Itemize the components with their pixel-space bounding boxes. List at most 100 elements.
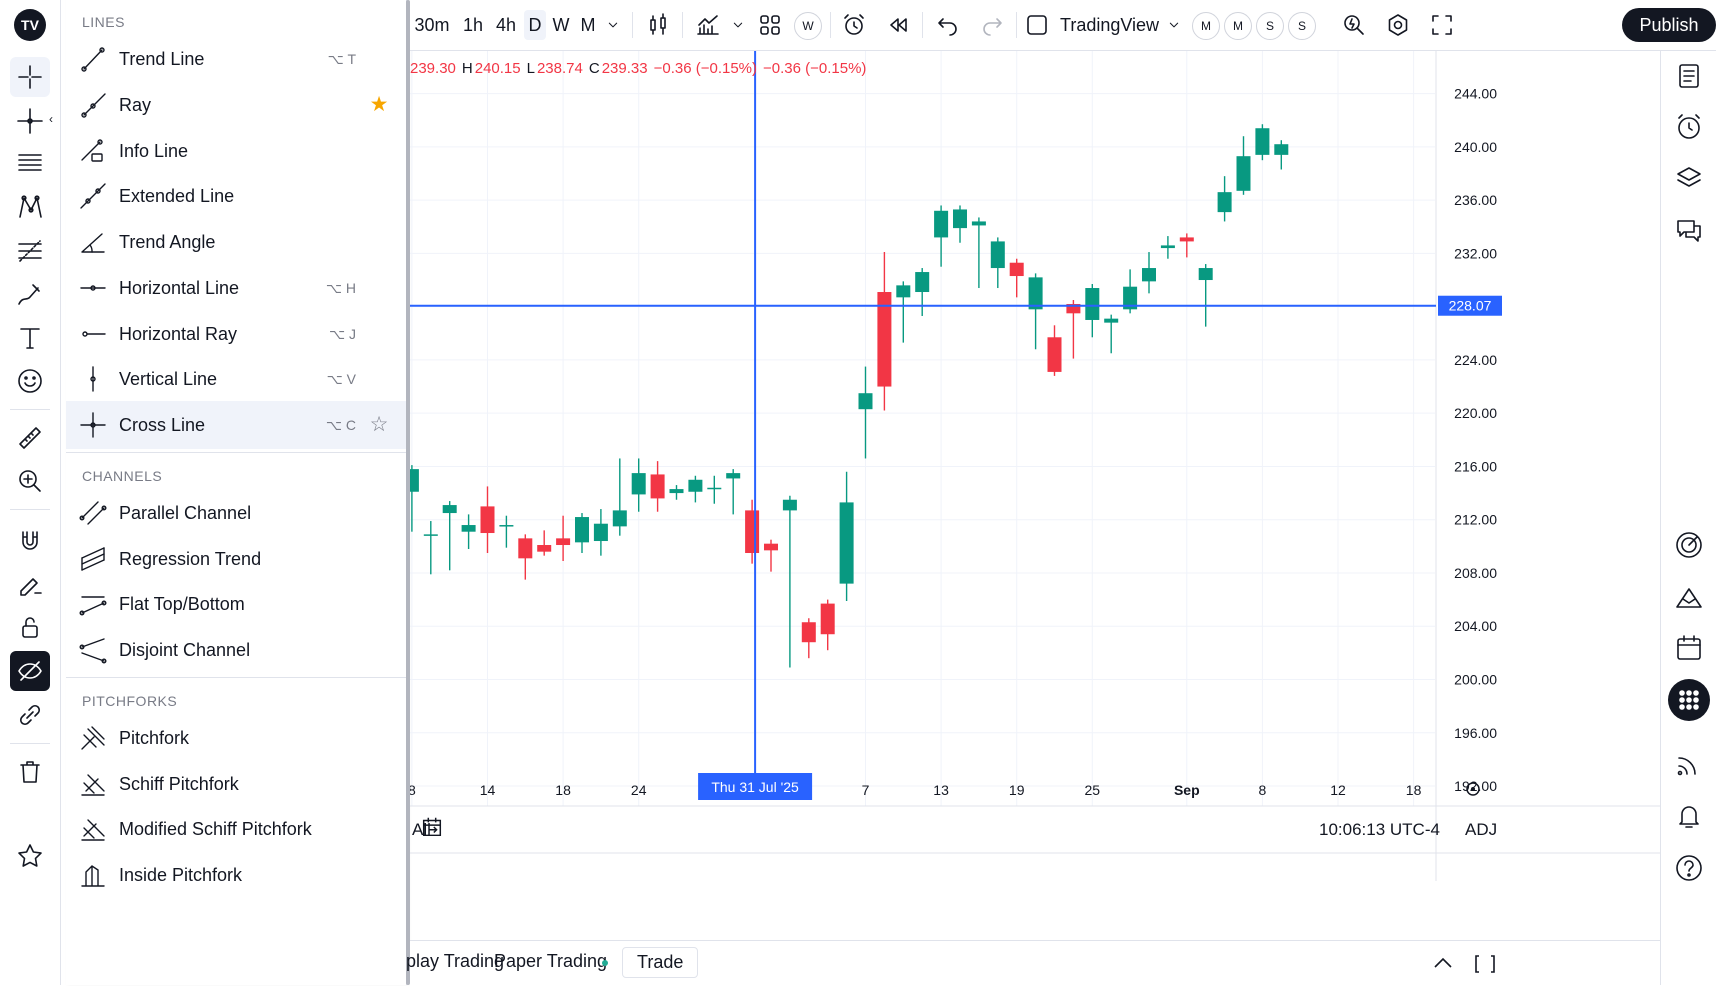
interval-dropdown[interactable] <box>603 10 623 40</box>
magnet-tool[interactable] <box>10 521 50 561</box>
indicators-dropdown[interactable] <box>728 10 748 40</box>
brush-tool[interactable] <box>10 275 50 315</box>
chart-area[interactable]: 244.00240.00236.00232.00228.00224.00220.… <box>410 51 1660 881</box>
layout-name[interactable]: TradingView <box>1060 14 1160 35</box>
pattern-tool[interactable] <box>10 187 50 227</box>
tool-vertical-line[interactable]: Vertical Line ⌥ V <box>66 355 406 403</box>
badge-m2[interactable]: M <box>1224 12 1252 40</box>
layout-dropdown[interactable] <box>1164 10 1184 40</box>
tab-trade[interactable]: Trade <box>622 947 699 978</box>
tool-horizontal-line[interactable]: Horizontal Line ⌥ H <box>66 264 406 312</box>
favorite-star-icon[interactable]: ★ <box>369 93 389 116</box>
star-icon <box>18 844 42 867</box>
fullscreen-button[interactable] <box>1426 10 1458 40</box>
apps-icon <box>1679 690 1699 710</box>
logo[interactable]: TV <box>14 9 46 41</box>
badge-s1[interactable]: S <box>1256 12 1284 40</box>
publish-button[interactable]: Publish <box>1622 8 1716 42</box>
tool-label: Pitchfork <box>119 727 190 748</box>
notifications-button[interactable] <box>1670 797 1708 835</box>
tool-disjoint-channel[interactable]: Disjoint Channel <box>66 626 406 674</box>
undo-button[interactable] <box>932 10 964 40</box>
hide-drawings-tool[interactable] <box>10 651 50 691</box>
tool-ray[interactable]: Ray ★ <box>66 81 406 129</box>
zoom-tool[interactable] <box>10 461 50 501</box>
ruler-tool[interactable] <box>10 418 50 458</box>
screener-button[interactable] <box>1670 526 1708 564</box>
tool-shortcut: ⌥ C <box>325 416 356 433</box>
text-tool[interactable] <box>10 318 50 358</box>
interval-4h[interactable]: 4h <box>495 14 517 35</box>
tool-inside-pitchfork[interactable]: Inside Pitchfork <box>66 851 406 899</box>
fib-tool[interactable] <box>10 143 50 183</box>
tool-schiff-pitchfork[interactable]: Schiff Pitchfork <box>66 760 406 808</box>
favorite-star-outline-icon[interactable]: ☆ <box>369 413 389 436</box>
tool-info-line[interactable]: Info Line <box>66 127 406 175</box>
price-tick-label: 224.00 <box>1454 352 1497 368</box>
candle-body <box>410 469 419 492</box>
indicators-button[interactable] <box>692 10 724 40</box>
settings-button[interactable] <box>1382 10 1414 40</box>
calendar-goto-icon[interactable] <box>420 815 444 839</box>
interval-d[interactable]: D <box>524 10 546 40</box>
candle-body <box>1123 286 1138 310</box>
horizontal-line-icon <box>78 273 108 303</box>
help-button[interactable] <box>1670 849 1708 887</box>
stay-in-draw-tool[interactable] <box>10 564 50 604</box>
replay-button[interactable] <box>882 10 914 40</box>
candle-body <box>1255 128 1270 155</box>
cross-line-tool[interactable] <box>10 101 50 141</box>
candle-body <box>1085 288 1100 320</box>
tool-horizontal-ray[interactable]: Horizontal Ray ⌥ J <box>66 310 406 358</box>
ideas-button[interactable] <box>1670 578 1708 616</box>
tool-pitchfork[interactable]: Pitchfork <box>66 714 406 762</box>
tool-parallel-channel[interactable]: Parallel Channel <box>66 489 406 537</box>
remove-drawings-tool[interactable] <box>10 752 50 792</box>
alert-button[interactable] <box>838 10 870 40</box>
interval-m[interactable]: M <box>580 14 596 35</box>
badge-w[interactable]: W <box>794 12 822 40</box>
quick-search-button[interactable] <box>1338 10 1370 40</box>
badge-s2[interactable]: S <box>1288 12 1316 40</box>
templates-button[interactable] <box>754 10 786 40</box>
crosshair-tool[interactable] <box>10 57 50 97</box>
tool-regression-trend[interactable]: Regression Trend <box>66 535 406 583</box>
emoji-tool[interactable] <box>10 361 50 401</box>
badge-m1[interactable]: M <box>1192 12 1220 40</box>
collapse-chevron-icon[interactable]: ‹ <box>49 112 53 126</box>
interval-30m[interactable]: 30m <box>414 14 450 35</box>
tool-cross-line[interactable]: Cross Line ⌥ C ☆ <box>66 401 406 449</box>
panel-scrollbar[interactable] <box>406 0 410 985</box>
adj-toggle[interactable]: ADJ <box>1465 820 1498 839</box>
alerts-button[interactable] <box>1670 108 1708 146</box>
layout-checkbox[interactable] <box>1022 10 1052 40</box>
calendar-button[interactable] <box>1670 629 1708 667</box>
watchlist-button[interactable] <box>1670 57 1708 95</box>
tool-trend-line[interactable]: Trend Line ⌥ T <box>66 35 406 83</box>
streams-button[interactable] <box>1670 745 1708 783</box>
object-tree-button[interactable] <box>1670 159 1708 197</box>
apps-button[interactable] <box>1668 679 1710 721</box>
pitchfork-icon <box>78 723 108 753</box>
maximize-panel-icon[interactable] <box>1472 951 1498 977</box>
tool-flat-top-bottom[interactable]: Flat Top/Bottom <box>66 580 406 628</box>
interval-1h[interactable]: 1h <box>462 14 484 35</box>
link-tool[interactable] <box>10 695 50 735</box>
candle-body <box>650 474 665 499</box>
tab-paper-trading[interactable]: Paper Trading <box>494 951 608 971</box>
redo-button[interactable] <box>976 10 1008 40</box>
chart-type-button[interactable] <box>642 10 674 40</box>
tool-trend-angle[interactable]: Trend Angle <box>66 218 406 266</box>
collapse-panel-icon[interactable] <box>1430 951 1456 977</box>
forecast-tool[interactable] <box>10 231 50 271</box>
tool-extended-line[interactable]: Extended Line <box>66 172 406 220</box>
tool-modified-schiff-pitchfork[interactable]: Modified Schiff Pitchfork <box>66 805 406 853</box>
clock-time[interactable]: 10:06:13 UTC-4 <box>1319 820 1440 839</box>
favorites-tool[interactable] <box>10 836 50 876</box>
interval-w[interactable]: W <box>552 14 570 35</box>
gear-icon <box>1466 782 1480 796</box>
tab-replay-trading[interactable]: play Trading <box>406 951 505 971</box>
chats-button[interactable] <box>1670 211 1708 249</box>
tool-label: Cross Line <box>119 414 206 435</box>
lock-drawings-tool[interactable] <box>10 607 50 647</box>
